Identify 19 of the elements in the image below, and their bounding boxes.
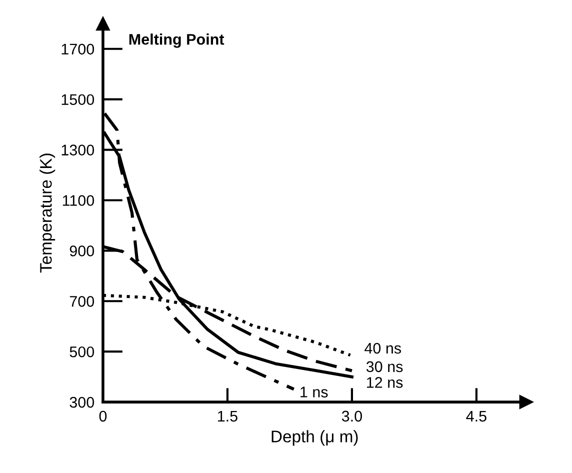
annotation: Melting Point bbox=[129, 34, 224, 48]
y-tick-label: 1100 bbox=[62, 195, 94, 206]
x-tick-label: 3.0 bbox=[342, 410, 362, 422]
series-label: 30 ns bbox=[366, 361, 403, 372]
y-tick-label: 1500 bbox=[62, 94, 94, 106]
y-tick-label: 1300 bbox=[62, 144, 94, 156]
series-label: 40 ns bbox=[364, 342, 401, 354]
y-tick-label: 900 bbox=[70, 246, 94, 256]
x-tick-label: 1.5 bbox=[218, 410, 238, 422]
series-label: 12 ns bbox=[367, 377, 403, 388]
y-tick-label: 1700 bbox=[62, 44, 94, 55]
series-label: 1 ns bbox=[300, 386, 328, 398]
y-axis-title: Temperature (K) bbox=[40, 154, 56, 273]
x-axis-title: Depth (μ m) bbox=[272, 430, 358, 446]
y-tick-label: 300 bbox=[70, 396, 94, 408]
y-tick-label: 500 bbox=[70, 346, 94, 358]
x-tick-label: 4.5 bbox=[466, 410, 486, 422]
y-tick-label: 700 bbox=[70, 296, 94, 307]
x-tick-label: 0 bbox=[99, 410, 107, 422]
